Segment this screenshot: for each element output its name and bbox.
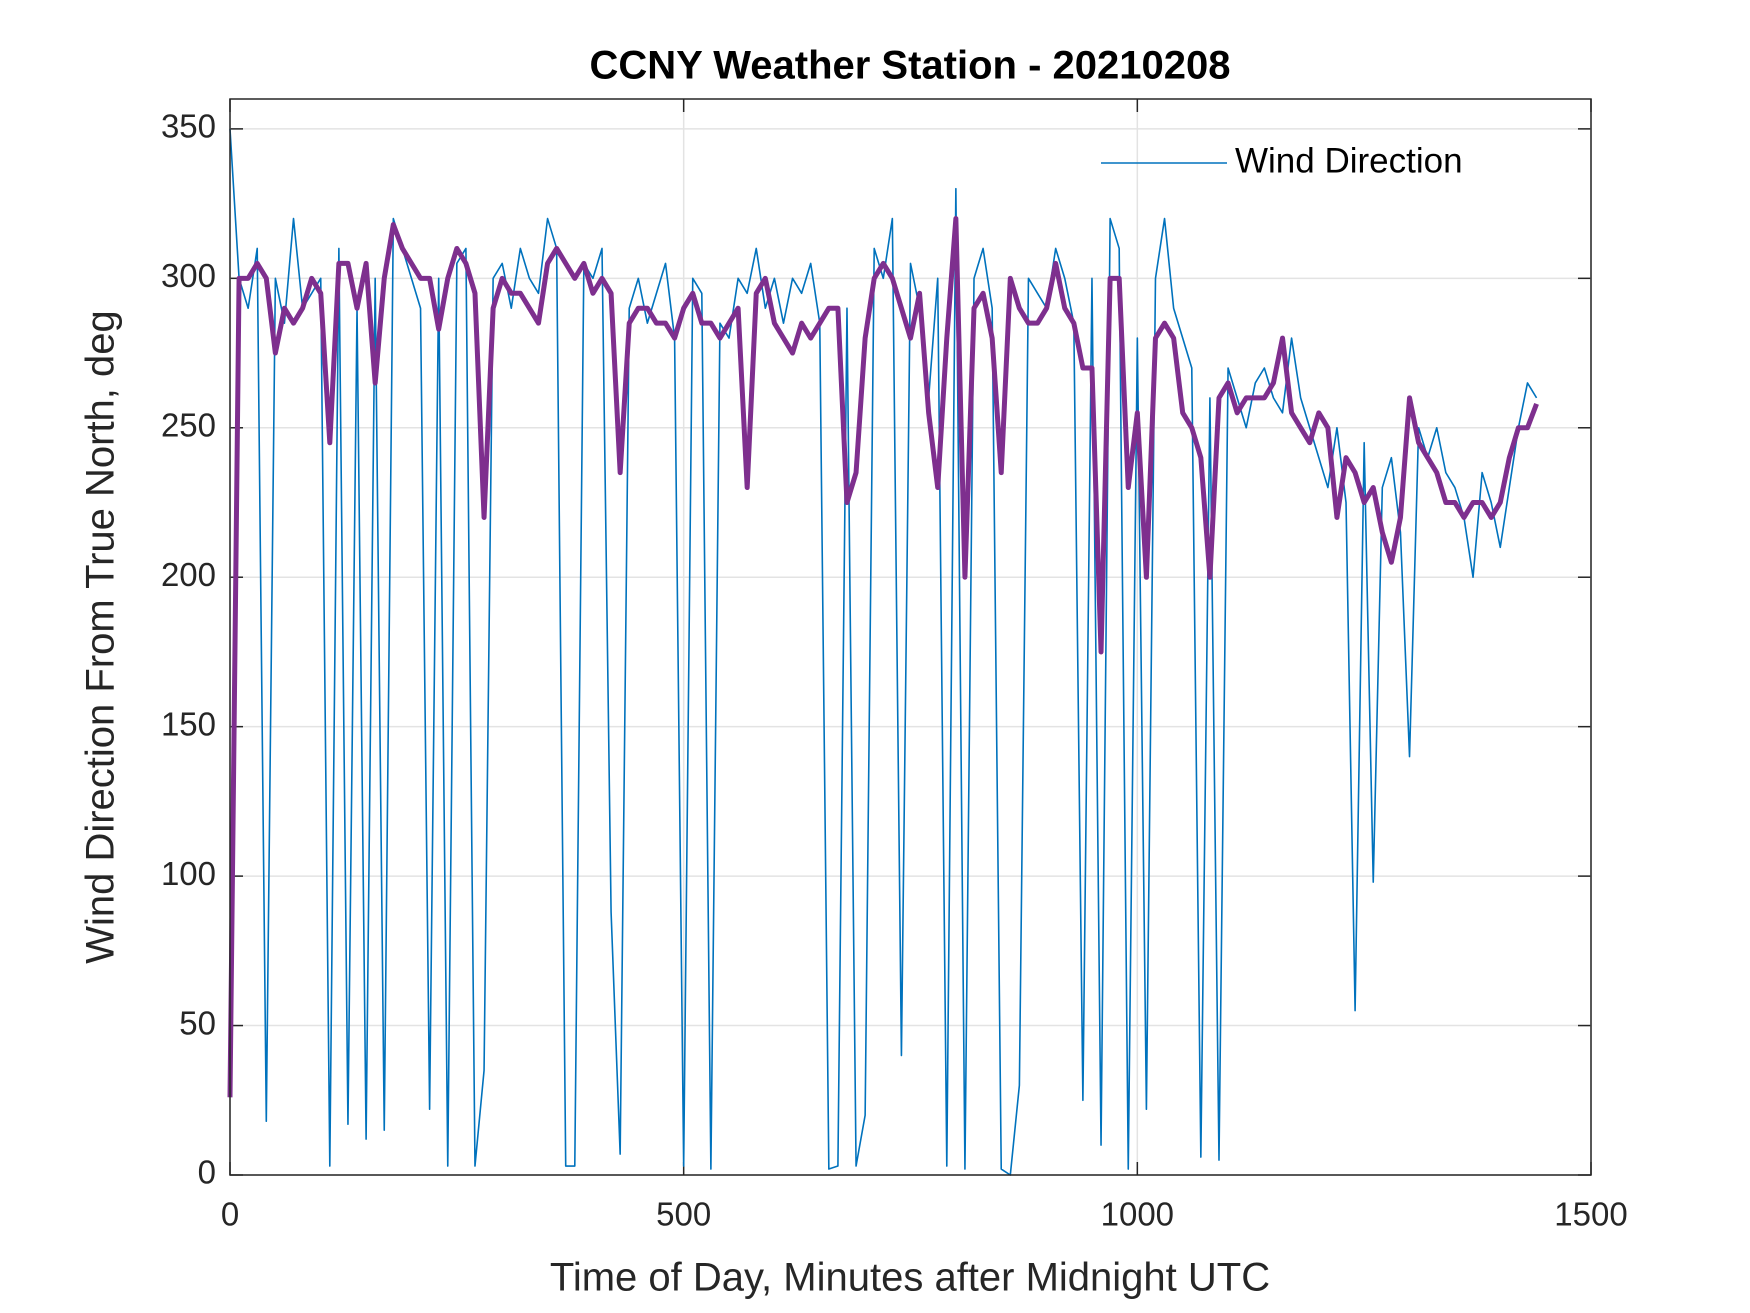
x-tick-label: 1500 (1554, 1196, 1627, 1233)
data-line (227, 216, 1539, 1098)
x-tick-label: 500 (656, 1196, 711, 1233)
x-axis-label: Time of Day, Minutes after Midnight UTC (550, 1256, 1270, 1300)
x-tick-label: 1000 (1101, 1196, 1174, 1233)
y-tick-label: 300 (161, 257, 216, 294)
y-tick-label: 100 (161, 855, 216, 892)
y-tick-label: 200 (161, 556, 216, 593)
chart-title: CCNY Weather Station - 20210208 (590, 44, 1231, 88)
y-tick-label: 150 (161, 705, 216, 742)
y-tick-label: 250 (161, 406, 216, 443)
legend-label: Wind Direction (1235, 141, 1463, 180)
y-tick-label: 50 (179, 1004, 216, 1041)
axes-box (229, 98, 1592, 1176)
y-tick-label: 350 (161, 108, 216, 145)
data-line (229, 128, 1538, 1176)
y-axis-label: Wind Direction From True North, deg (79, 310, 123, 964)
y-tick-label: 0 (198, 1154, 216, 1191)
x-tick-label: 0 (221, 1196, 239, 1233)
